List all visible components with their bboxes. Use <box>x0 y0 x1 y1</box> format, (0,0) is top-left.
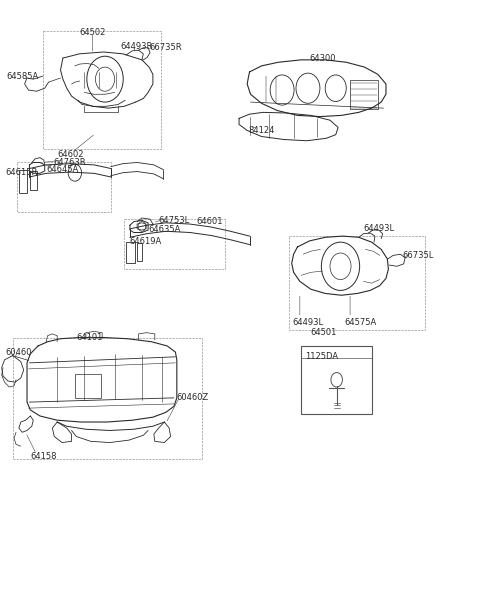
Text: 64602: 64602 <box>57 151 84 159</box>
Bar <box>19 170 27 192</box>
Text: 84124: 84124 <box>249 126 275 136</box>
Bar <box>137 243 143 261</box>
Bar <box>124 219 225 269</box>
Bar <box>30 171 37 190</box>
Text: 60460Z: 60460Z <box>177 393 209 402</box>
Bar <box>289 236 425 330</box>
Text: 64158: 64158 <box>30 452 57 461</box>
Text: 60460: 60460 <box>5 348 32 357</box>
Text: 64493L: 64493L <box>293 318 324 327</box>
Text: 64763R: 64763R <box>53 158 86 166</box>
Text: 64753L: 64753L <box>158 215 190 224</box>
Text: 64645A: 64645A <box>47 165 79 174</box>
Text: 64101: 64101 <box>76 333 103 342</box>
Bar <box>126 242 135 263</box>
Bar <box>43 31 161 149</box>
Text: 64493L: 64493L <box>363 224 395 233</box>
Bar <box>350 80 378 110</box>
Text: 64585A: 64585A <box>6 72 39 81</box>
Bar <box>301 346 372 414</box>
Text: 64635A: 64635A <box>148 225 180 234</box>
Text: 64300: 64300 <box>310 54 336 63</box>
Bar <box>12 338 202 459</box>
Text: 64575A: 64575A <box>344 318 377 327</box>
Text: 66735L: 66735L <box>403 251 434 260</box>
Text: 64601: 64601 <box>196 217 222 226</box>
Text: 64619A: 64619A <box>129 237 161 246</box>
Text: 64493R: 64493R <box>120 42 153 51</box>
Text: 66735R: 66735R <box>149 43 182 52</box>
Text: 64615R: 64615R <box>5 169 38 177</box>
Text: 64502: 64502 <box>79 28 106 37</box>
Bar <box>75 374 101 398</box>
Text: 1125DA: 1125DA <box>305 352 338 361</box>
Bar <box>17 163 111 212</box>
Text: 64501: 64501 <box>311 328 337 337</box>
